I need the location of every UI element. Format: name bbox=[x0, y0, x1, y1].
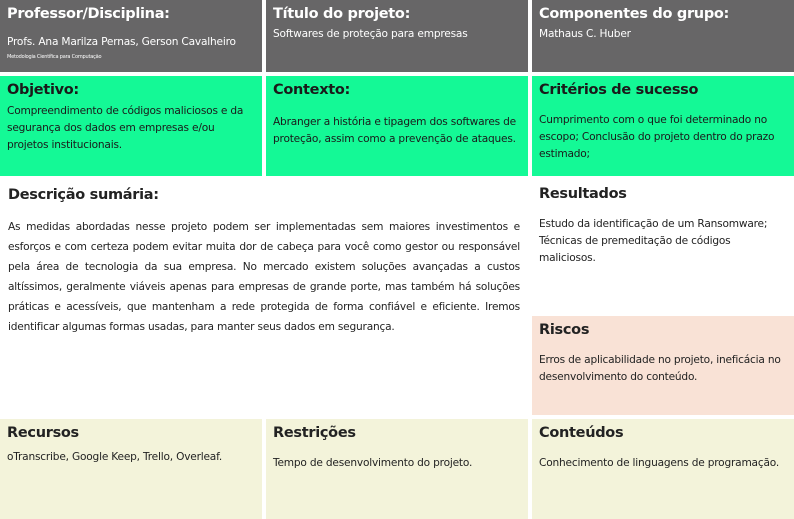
componentes-text: Mathaus C. Huber bbox=[539, 28, 631, 40]
objetivo-title: Objetivo: bbox=[7, 82, 79, 98]
riscos-text: Erros de aplicabilidade no projeto, inef… bbox=[539, 354, 781, 383]
descricao-text: As medidas abordadas nesse projeto podem… bbox=[8, 221, 520, 333]
recursos-box: Recursos oTranscribe, Google Keep, Trell… bbox=[0, 419, 262, 519]
recursos-title: Recursos bbox=[7, 425, 79, 441]
conteudos-box: Conteúdos Conhecimento de linguagens de … bbox=[532, 419, 794, 519]
objetivo-text: Compreendimento de códigos maliciosos e … bbox=[7, 105, 244, 151]
resultados-text: Estudo da identificação de um Ransomware… bbox=[539, 218, 768, 264]
conteudos-title: Conteúdos bbox=[539, 425, 624, 441]
conteudos-text: Conhecimento de linguagens de programaçã… bbox=[539, 457, 780, 469]
criterios-title: Critérios de sucesso bbox=[539, 82, 699, 98]
course-name: Metodologia Científica para Computação bbox=[7, 54, 102, 60]
componentes-box: Componentes do grupo: Mathaus C. Huber bbox=[532, 0, 794, 72]
resultados-title: Resultados bbox=[539, 186, 627, 202]
contexto-title: Contexto: bbox=[273, 82, 351, 98]
objetivo-box: Objetivo: Compreendimento de códigos mal… bbox=[0, 76, 262, 176]
titulo-box: Título do projeto: Softwares de proteção… bbox=[266, 0, 528, 72]
restricoes-box: Restrições Tempo de desenvolvimento do p… bbox=[266, 419, 528, 519]
riscos-title: Riscos bbox=[539, 322, 590, 338]
professor-names: Profs. Ana Marilza Pernas, Gerson Cavalh… bbox=[7, 36, 236, 48]
recursos-text: oTranscribe, Google Keep, Trello, Overle… bbox=[7, 451, 223, 463]
resultados-box: Resultados Estudo da identificação de um… bbox=[532, 180, 794, 312]
professor-title: Professor/Disciplina: bbox=[7, 6, 170, 22]
componentes-title: Componentes do grupo: bbox=[539, 6, 730, 22]
professor-box: Professor/Disciplina: Profs. Ana Marilza… bbox=[0, 0, 262, 72]
restricoes-title: Restrições bbox=[273, 425, 356, 441]
criterios-box: Critérios de sucesso Cumprimento com o q… bbox=[532, 76, 794, 176]
titulo-title: Título do projeto: bbox=[273, 6, 411, 22]
descricao-title: Descrição sumária: bbox=[8, 187, 159, 203]
restricoes-text: Tempo de desenvolvimento do projeto. bbox=[273, 457, 473, 469]
titulo-text: Softwares de proteção para empresas bbox=[273, 28, 468, 40]
contexto-box: Contexto: Abranger a história e tipagem … bbox=[266, 76, 528, 176]
descricao-box: Descrição sumária: As medidas abordadas … bbox=[0, 180, 528, 415]
riscos-box: Riscos Erros de aplicabilidade no projet… bbox=[532, 316, 794, 415]
contexto-text: Abranger a história e tipagem dos softwa… bbox=[273, 116, 516, 145]
criterios-text: Cumprimento com o que foi determinado no… bbox=[539, 114, 775, 160]
